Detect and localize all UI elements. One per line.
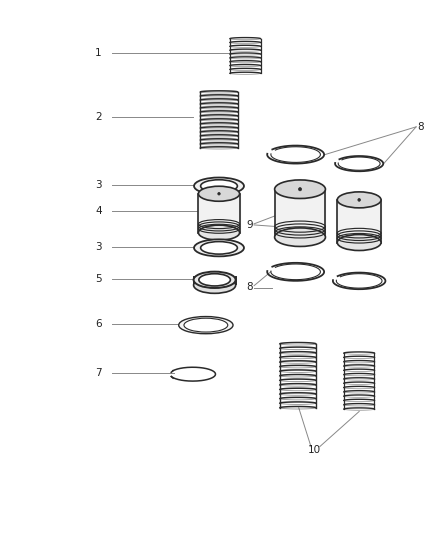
Ellipse shape <box>199 273 230 286</box>
Text: 1: 1 <box>95 49 102 58</box>
Ellipse shape <box>198 225 240 240</box>
Text: 3: 3 <box>95 242 102 252</box>
Ellipse shape <box>194 239 244 256</box>
Ellipse shape <box>198 186 240 201</box>
Ellipse shape <box>194 177 244 195</box>
Text: 2: 2 <box>95 112 102 122</box>
Text: 8: 8 <box>417 122 424 132</box>
Text: 4: 4 <box>95 206 102 215</box>
Ellipse shape <box>299 188 301 191</box>
Ellipse shape <box>358 198 360 201</box>
Ellipse shape <box>179 317 233 334</box>
Ellipse shape <box>184 318 228 332</box>
Ellipse shape <box>337 192 381 208</box>
Ellipse shape <box>275 180 325 198</box>
Ellipse shape <box>201 241 237 254</box>
Text: 5: 5 <box>95 274 102 284</box>
Text: 8: 8 <box>246 282 253 292</box>
Ellipse shape <box>194 277 236 293</box>
Ellipse shape <box>275 228 325 246</box>
Ellipse shape <box>201 180 237 192</box>
Ellipse shape <box>218 192 220 195</box>
Text: 6: 6 <box>95 319 102 329</box>
Text: 7: 7 <box>95 368 102 378</box>
Ellipse shape <box>337 235 381 251</box>
Text: 3: 3 <box>95 180 102 190</box>
Ellipse shape <box>194 272 236 288</box>
Text: 10: 10 <box>308 446 321 455</box>
Text: 9: 9 <box>246 220 253 230</box>
